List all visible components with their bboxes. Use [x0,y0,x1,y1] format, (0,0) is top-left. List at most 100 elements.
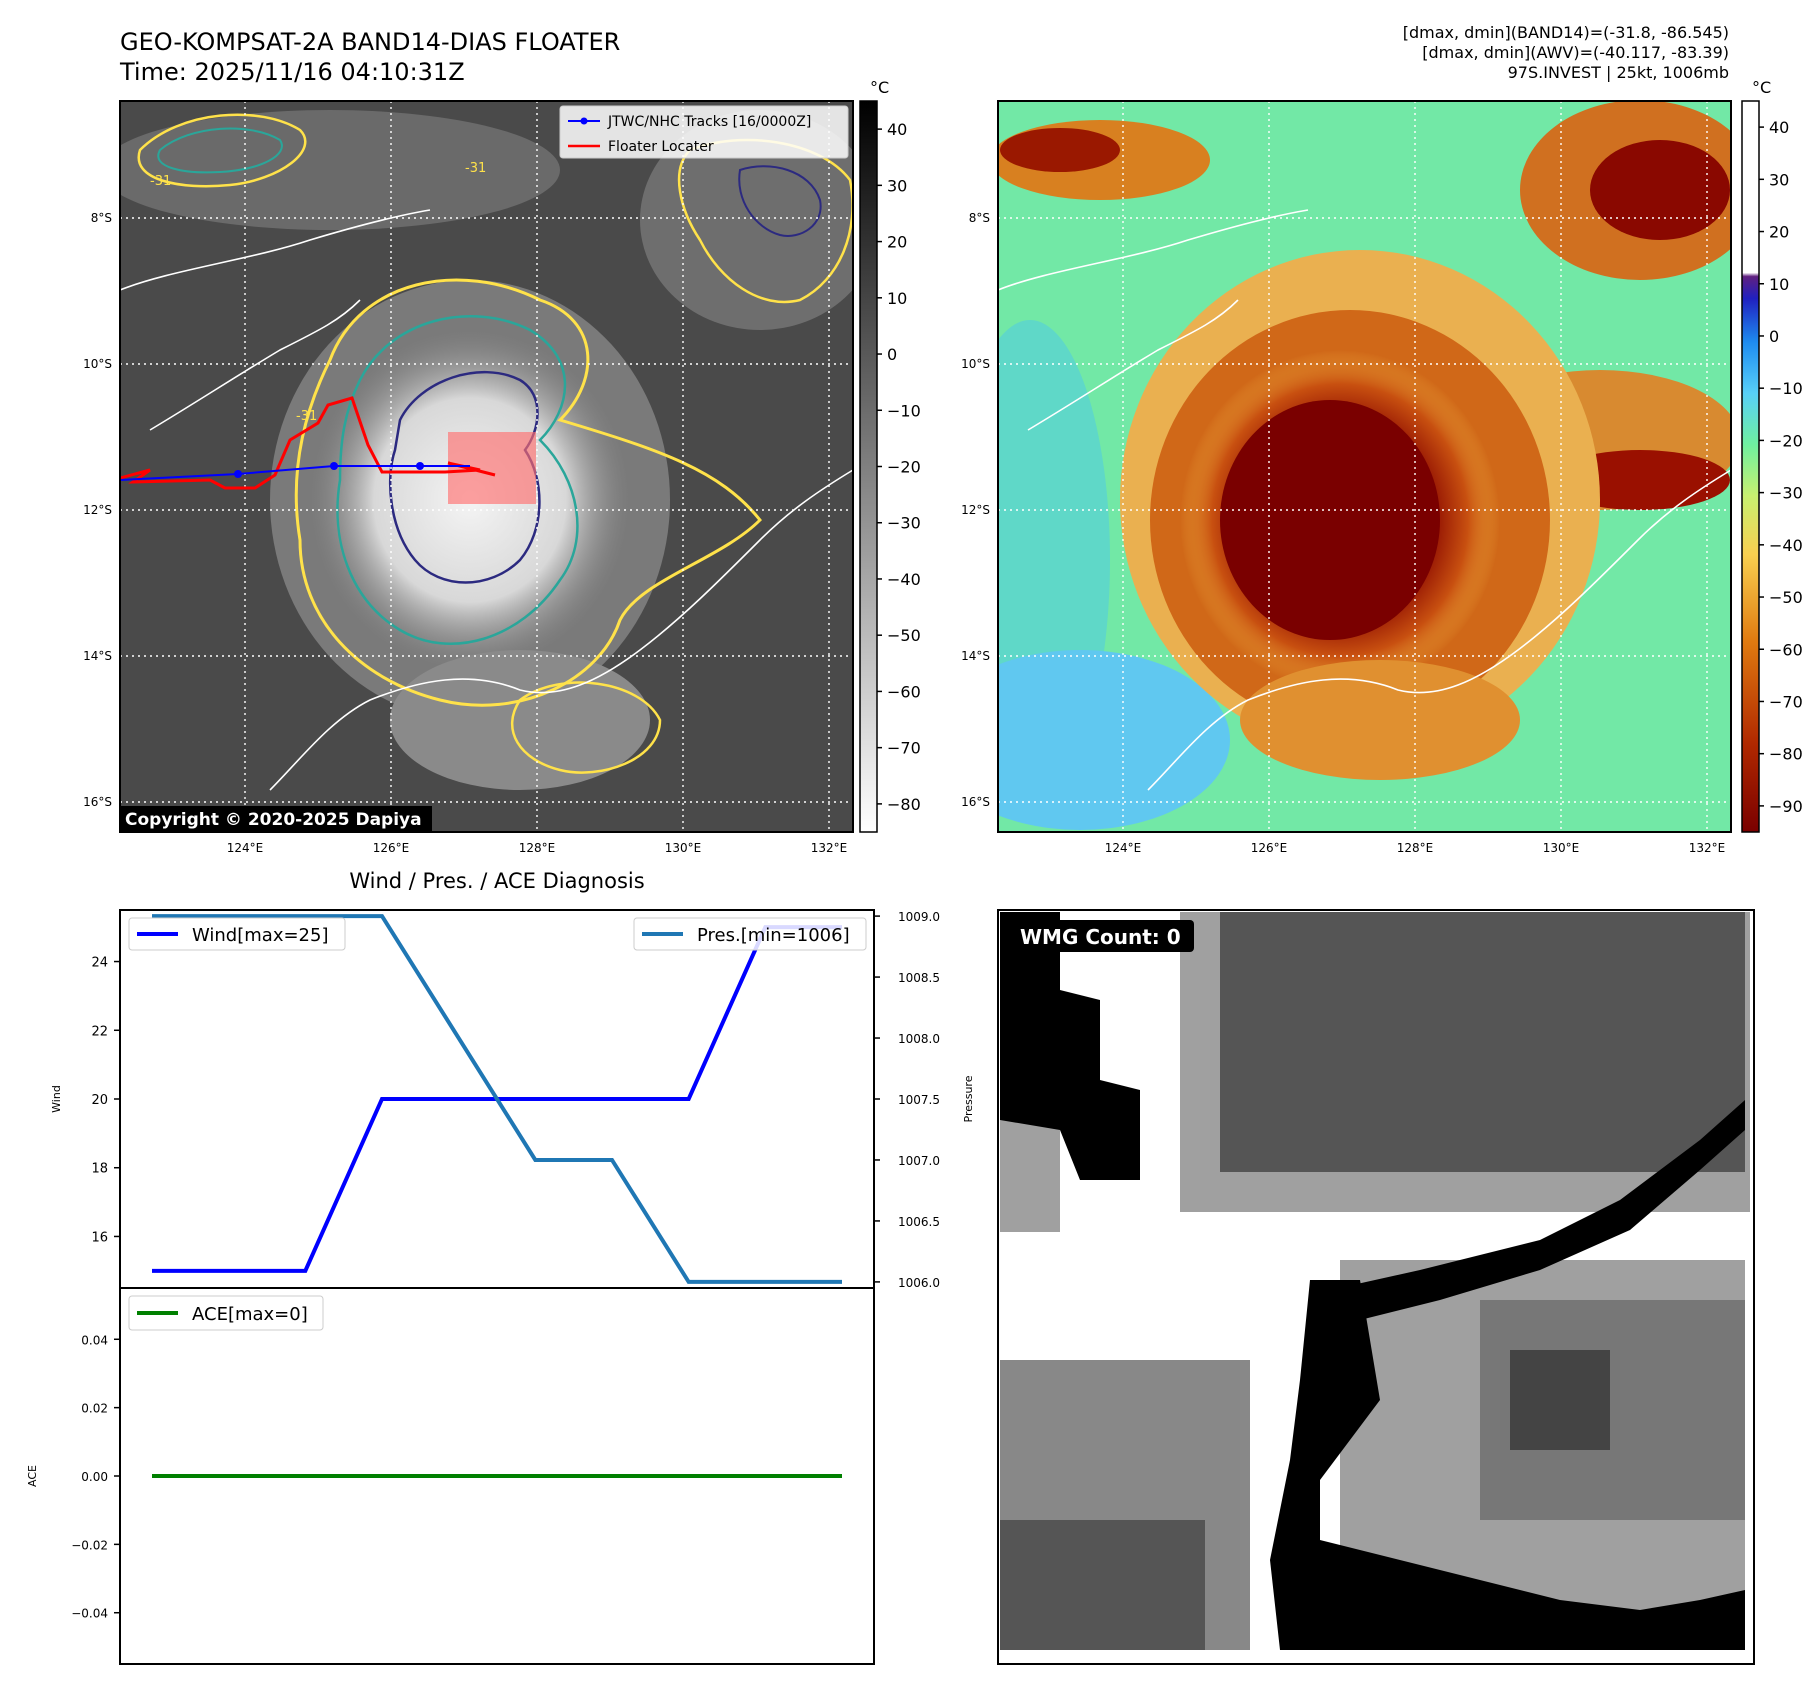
floater-locater-track [120,396,496,490]
lon-label: 128°E [1397,841,1434,855]
dmax-band14-info: [dmax, dmin](BAND14)=(-31.8, -86.545) [1403,23,1729,42]
copyright-text: Copyright © 2020-2025 Dapiya [125,810,422,830]
coastline-timor [998,209,1309,291]
awv-cloud-core-dark [1220,400,1440,640]
wmg-panel: WMG Count: 0 [997,909,1755,1665]
awv-lat-labels: 8°S 10°S 12°S 14°S 16°S [961,211,990,809]
colorbar-tick-label: −40 [1769,536,1803,555]
contour-teal-north [157,127,283,174]
awv-colorbar-ticks: 40 30 20 10 0 −10 −20 −30 −40 −50 −60 −70 −80 −90 [1759,118,1803,816]
wind-ylabel: Wind [50,1085,63,1113]
colorbar-tick-label: −50 [887,626,921,645]
ace-legend-label: ACE[max=0] [192,1304,308,1325]
lon-label: 130°E [1543,841,1580,855]
ir-colorbar-ticks: 40 30 20 10 0 −10 −20 −30 −40 −50 −60 −70 −80 [877,120,921,814]
colorbar-tick-label: −70 [887,739,921,758]
lat-label: 8°S [91,211,112,225]
awv-colorbar: °C 40 30 20 10 0 −10 −20 −30 −40 −50 −60 −70 −80 −90 [1741,78,1803,833]
lon-label: 124°E [227,841,264,855]
jtwc-track-point [416,462,424,470]
wmg-count-label: WMG Count: 0 [1020,925,1181,949]
copyright-box [120,806,432,832]
colorbar-tick-label: 20 [1769,223,1789,242]
pressure-tick-label: 1008.0 [898,1032,940,1046]
lat-label: 8°S [969,211,990,225]
lat-label: 10°S [961,357,990,371]
pressure-tick-label: 1006.0 [898,1276,940,1290]
awv-moist-southwest [998,650,1230,830]
awv-gridlines [998,101,1731,832]
ir-map-panel: -31 -31 -31 JTWC/NHC Tracks [16/0000Z] F… [83,100,854,855]
colorbar-tick-label: 30 [1769,170,1789,189]
wind-tick-label: 18 [91,1162,108,1177]
ir-colorbar-bar [859,100,878,833]
coastline-timor [120,209,431,291]
wmg-black-band-north [1000,912,1140,1180]
lat-label: 16°S [83,795,112,809]
pressure-legend-label: Pres.[min=1006] [697,925,850,946]
wmg-label-box [1010,920,1194,952]
coastline-australia [1147,469,1731,791]
ir-legend: JTWC/NHC Tracks [16/0000Z] Floater Locat… [559,105,849,159]
contour-yellow-main [294,278,763,707]
awv-band-north-core [1000,128,1120,172]
wind-legend-label: Wind[max=25] [192,925,329,946]
lon-label: 126°E [373,841,410,855]
colorbar-tick-label: 10 [887,289,907,308]
colorbar-tick-label: −10 [1769,379,1803,398]
pressure-tick-label: 1007.0 [898,1154,940,1168]
jtwc-track-point [234,470,242,478]
diagnosis-title: Wind / Pres. / ACE Diagnosis [349,869,644,893]
contour-yellow-southeast [510,681,662,774]
colorbar-tick-label: −20 [887,458,921,477]
pressure-axis: 1006.0 1006.5 1007.0 1007.5 1008.0 1008.5 1009… [874,910,940,1290]
colorbar-tick-label: 40 [887,120,907,139]
awv-colorbar-unit: °C [1752,78,1771,97]
ace-panel: 0.04 0.02 0.00 −0.02 −0.04 ACE ACE[max=0] [26,1287,875,1665]
contour-label: -31 [296,409,317,424]
awv-band-northeast-core [1590,140,1730,240]
dmax-awv-info: [dmax, dmin](AWV)=(-40.117, -83.39) [1422,43,1729,62]
colorbar-tick-label: −60 [1769,640,1803,659]
pressure-tick-label: 1007.5 [898,1093,940,1107]
colorbar-tick-label: −60 [887,682,921,701]
wmg-black-band-east [1330,1100,1745,1320]
ace-legend: ACE[max=0] [128,1295,324,1331]
coastline-islands [1027,299,1239,431]
colorbar-tick-label: −10 [887,401,921,420]
wmg-region-southeast-dark [1510,1350,1610,1450]
awv-cloud-south [1240,660,1520,780]
contour-navy-core [389,371,541,584]
legend-tracks-label: JTWC/NHC Tracks [16/0000Z] [607,114,811,130]
lon-label: 128°E [519,841,556,855]
pressure-ylabel: Pressure [962,1075,975,1122]
ir-cloud-band-north [120,110,560,230]
colorbar-tick-label: −80 [887,795,921,814]
contour-label: -31 [150,174,171,189]
pressure-tick-label: 1008.5 [898,971,940,985]
lat-label: 10°S [83,357,112,371]
awv-colorbar-bar [1741,100,1760,833]
wind-legend: Wind[max=25] [128,917,346,951]
contour-label: -31 [465,161,486,176]
lat-label: 12°S [961,503,990,517]
coastline-australia [269,469,853,791]
colorbar-tick-label: −20 [1769,431,1803,450]
awv-lon-labels: 124°E 126°E 128°E 130°E 132°E [1105,841,1726,855]
ace-tick-label: 0.04 [81,1333,108,1347]
colorbar-tick-label: −30 [887,514,921,533]
ir-lat-labels: 8°S 10°S 12°S 14°S 16°S [83,211,112,809]
ace-tick-label: −0.02 [71,1538,108,1552]
pressure-tick-label: 1006.5 [898,1215,940,1229]
awv-map-panel: 8°S 10°S 12°S 14°S 16°S 124°E 126°E 128°… [961,100,1732,855]
figure-title: GEO-KOMPSAT-2A BAND14-DIAS FLOATER [120,28,620,56]
wind-pressure-panel: 16 18 20 22 24 1006.0 1006.5 1007.0 1007.5 1008.… [50,909,975,1290]
ace-tick-label: 0.02 [81,1402,108,1416]
ace-ylabel: ACE [26,1465,39,1487]
wind-tick-label: 24 [91,956,108,971]
colorbar-tick-label: −50 [1769,588,1803,607]
wmg-black-band-south [1270,1280,1745,1650]
jtwc-track-point [330,462,338,470]
pressure-series-line [152,914,842,1284]
